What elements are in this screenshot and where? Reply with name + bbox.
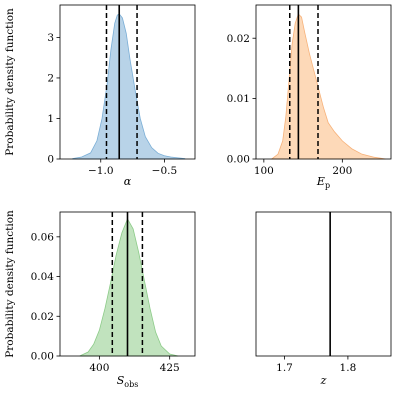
axes-frame: [255, 4, 392, 160]
x-tick-label: 100: [254, 165, 274, 177]
y-axis-label: Probability density function: [4, 8, 16, 156]
axes-frame: [59, 4, 196, 160]
y-tick-label: 1: [47, 113, 54, 125]
x-axis-label: Sobs: [117, 374, 139, 389]
axes-frame: [255, 211, 392, 357]
x-axis-label: z: [320, 374, 327, 387]
y-tick-label: 0.04: [31, 271, 55, 283]
x-tick-label: 1.8: [340, 362, 357, 374]
y-tick-label: 0.01: [227, 93, 250, 105]
x-axis-label: α: [124, 175, 132, 188]
density-area: [72, 13, 186, 160]
subplot-z: 1.7 1.8 z: [255, 211, 392, 387]
x-axis-label: Ep: [316, 175, 330, 190]
y-tick-label: 0: [47, 154, 54, 166]
y-tick-label: 0.06: [31, 231, 55, 243]
subplot-alpha: −1.0 −0.5 0 1 2 3 α Probability density functio…: [4, 4, 196, 188]
y-tick-label: 0.02: [31, 311, 54, 323]
density-area: [79, 218, 179, 357]
y-tick-label: 0.00: [227, 154, 250, 166]
x-tick-label: 425: [160, 362, 180, 374]
axes-frame: [59, 211, 196, 357]
subplot-ep: 100 200 0.00 0.01 0.02 Ep: [227, 4, 392, 190]
x-tick-label: 200: [332, 165, 352, 177]
y-tick-label: 3: [47, 32, 54, 44]
y-tick-label: 0.00: [31, 351, 54, 363]
y-axis-label: Probability density function: [4, 210, 16, 358]
x-tick-label: 400: [89, 362, 109, 374]
subplot-sobs: 400 425 0.00 0.02 0.04 0.06 Sobs Probability de…: [4, 210, 196, 389]
y-tick-label: 0.02: [227, 33, 250, 45]
x-tick-label: −1.0: [88, 165, 114, 177]
y-tick-label: 2: [47, 73, 54, 85]
x-tick-label: −0.5: [152, 165, 178, 177]
density-area: [270, 13, 386, 160]
x-tick-label: 1.7: [276, 362, 293, 374]
